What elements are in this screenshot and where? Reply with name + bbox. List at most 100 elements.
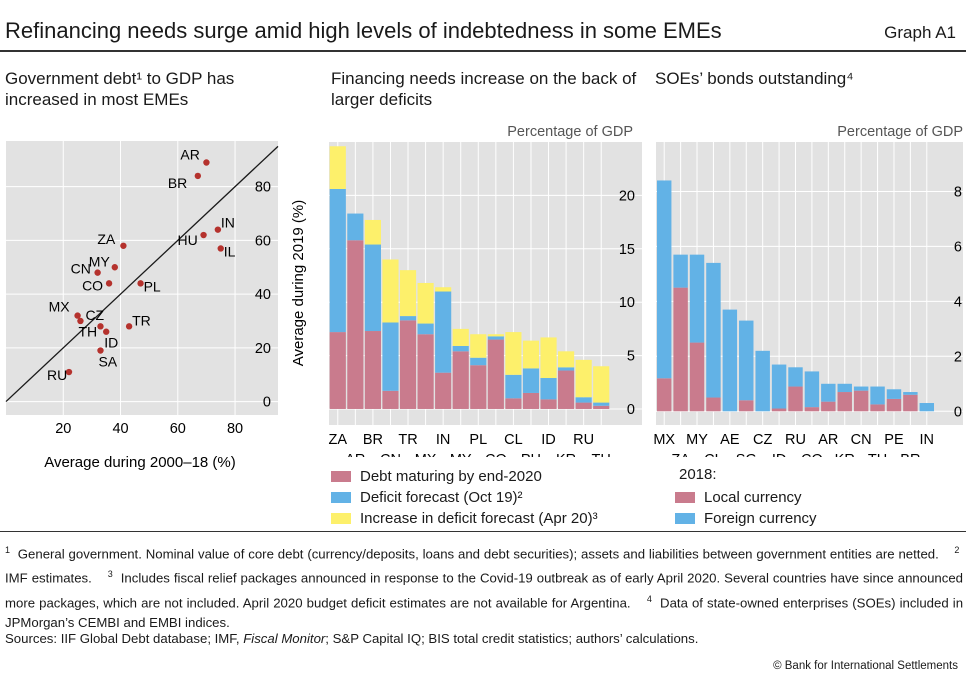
soe-bar-sg-local — [739, 400, 754, 412]
soe-x-tick-ae: AE — [720, 432, 740, 448]
soe-x-tick-cz: CZ — [753, 432, 772, 448]
soe-bar-mx-foreign — [656, 180, 672, 379]
financing-bar-mx-debt — [417, 334, 434, 409]
scatter-point-hu — [200, 231, 207, 239]
scatter-y-tick: 40 — [255, 287, 271, 303]
top-rule — [0, 50, 966, 52]
scatter-point-cz — [77, 317, 84, 325]
financing-x-tick-in: IN — [436, 432, 451, 448]
financing-bar-ru-increase — [575, 359, 592, 398]
financing-bar-pl-increase — [470, 334, 487, 358]
financing-bar-br-increase — [364, 219, 381, 245]
soe-bar-co-local — [804, 407, 820, 412]
financing-x-tick-cn: CN — [380, 452, 401, 457]
scatter-label-br: BR — [168, 175, 187, 191]
scatter-x-axis-label: Average during 2000–18 (%) — [44, 454, 236, 471]
financing-bar-co-deficit — [487, 336, 504, 340]
financing-bar-my-deficit — [452, 345, 469, 352]
financing-bar-za-debt — [329, 332, 346, 409]
soe-x-tick-za: ZA — [671, 452, 690, 457]
financing-bar-mx-increase — [417, 282, 434, 324]
financing-x-tick-mx: MX — [415, 452, 437, 457]
soe-chart: Percentage of GDP 0 2 4 6 8 MX ZA MY CL AE SG CZID… — [653, 124, 963, 457]
financing-bar-ph-increase — [522, 340, 540, 369]
financing-bar-co-increase — [487, 334, 504, 337]
legend-label-increase: Increase in deficit forecast (Apr 20)³ — [360, 510, 598, 527]
financing-bar-br-debt — [364, 331, 381, 409]
scatter-point-br — [194, 172, 202, 180]
financing-bar-th-deficit — [593, 402, 610, 406]
financing-bar-id-debt — [540, 399, 557, 409]
soe-bar-mx-local — [656, 378, 672, 412]
financing-bar-ar-deficit — [347, 213, 364, 241]
financing-bar-tr-increase — [399, 270, 417, 317]
financing-x-tick-pl: PL — [469, 432, 487, 448]
soe-x-tick-sg: SG — [736, 452, 757, 457]
scatter-label-my: MY — [89, 253, 111, 269]
footnote-3: Includes fiscal relief packages announce… — [5, 570, 964, 611]
soe-x-tick-kr: KR — [835, 452, 855, 457]
financing-y-axis-label: Average during 2019 (%) — [290, 200, 307, 367]
soe-bar-co-foreign — [804, 371, 820, 408]
soe-bars — [656, 180, 935, 412]
scatter-y-tick: 0 — [263, 395, 271, 411]
scatter-x-tick: 80 — [227, 421, 243, 437]
financing-bar-cl-debt — [505, 398, 522, 409]
legend-item-increase: Increase in deficit forecast (Apr 20)³ — [331, 508, 598, 529]
financing-bar-ru-deficit — [575, 397, 592, 403]
legend-item-debt: Debt maturing by end-2020 — [331, 466, 598, 487]
scatter-x-tick: 20 — [55, 421, 71, 437]
soe-bar-br-local — [903, 394, 918, 412]
scatter-label-co: CO — [82, 277, 103, 293]
soe-x-tick-cl: CL — [704, 452, 723, 457]
soe-x-tick-id: ID — [772, 452, 787, 457]
scatter-point-my — [111, 264, 119, 271]
financing-x-tick-ph: PH — [521, 452, 541, 457]
soe-bar-th-local — [870, 404, 885, 412]
soe-bar-cn-local — [853, 390, 869, 412]
soe-legend: 2018: Local currency Foreign currency — [675, 466, 817, 529]
financing-bar-pl-deficit — [470, 357, 487, 366]
financing-bar-tr-debt — [399, 320, 417, 409]
financing-bar-kr-deficit — [558, 367, 575, 371]
sources: Sources: IIF Global Debt database; IMF, … — [5, 631, 698, 646]
soe-bar-cl-local — [706, 397, 721, 412]
financing-bar-in-deficit — [435, 291, 452, 373]
scatter-label-cn: CN — [71, 261, 91, 277]
soe-bar-cz-foreign — [755, 350, 770, 412]
financing-bar-ar-debt — [347, 240, 364, 409]
soe-y-tick: 8 — [954, 184, 962, 200]
financing-bar-cl-deficit — [505, 374, 522, 399]
financing-x-tick-br: BR — [363, 432, 383, 448]
scatter-x-tick: 40 — [112, 421, 128, 437]
soe-bar-in-foreign — [919, 403, 935, 412]
financing-bar-ph-deficit — [522, 368, 540, 393]
financing-bar-za-deficit — [329, 188, 346, 333]
financing-bar-th-increase — [593, 366, 610, 403]
soe-bar-ar-foreign — [821, 383, 836, 402]
scatter-y-tick: 20 — [255, 341, 271, 357]
soe-x-tick-cn: CN — [851, 432, 872, 448]
financing-y-tick: 10 — [619, 295, 635, 311]
soe-bar-pe-foreign — [886, 389, 902, 399]
financing-bar-cn-increase — [382, 259, 399, 323]
financing-x-ticks: ZA AR BR CN TR MX IN MY PL CO CL PHIDKR RU TH — [329, 432, 611, 457]
scatter-label-cz: CZ — [85, 307, 104, 323]
financing-panel-title: Financing needs increase on the back of … — [331, 69, 637, 109]
soe-bar-ar-local — [821, 401, 836, 412]
footnote-1: General government. Nominal value of cor… — [17, 546, 939, 562]
scatter-y-ticks: 0 20 40 60 80 — [255, 180, 271, 411]
scatter-y-tick: 80 — [255, 180, 271, 196]
financing-y-tick: 20 — [619, 188, 635, 204]
financing-bar-my-increase — [452, 328, 469, 346]
financing-chart: Percentage of GDP 0 5 10 15 20 ZA AR BR CN TR MX I… — [290, 124, 642, 457]
scatter-point-mx — [74, 312, 81, 319]
footnote-2: IMF estimates. — [5, 570, 92, 586]
page-title: Refinancing needs surge amid high levels… — [5, 18, 722, 43]
scatter-x-ticks: 20 40 60 80 — [55, 421, 243, 437]
financing-bars — [329, 146, 610, 409]
soe-bar-my-foreign — [689, 254, 705, 343]
legend-item-deficit: Deficit forecast (Oct 19)² — [331, 487, 598, 508]
